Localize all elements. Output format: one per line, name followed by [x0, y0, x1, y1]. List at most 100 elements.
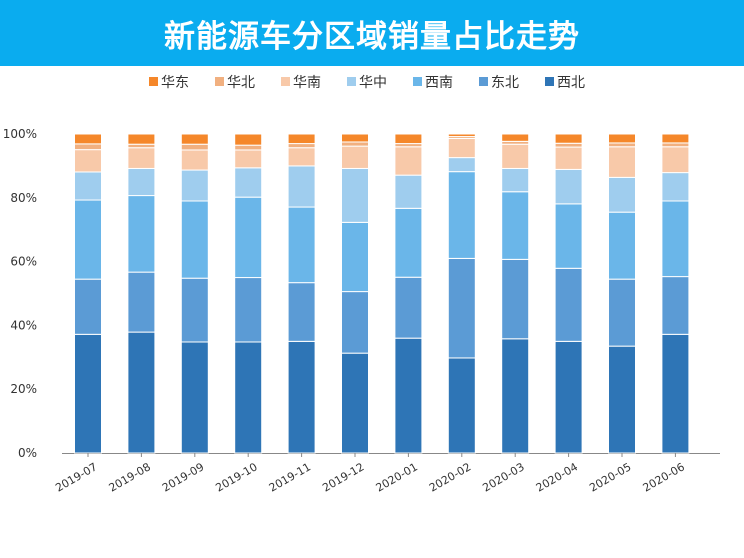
bar-segment-西南-2020-03 — [501, 191, 530, 260]
legend-label-华北: 华北 — [227, 75, 255, 91]
x-tick-label: 2020-04 — [534, 460, 580, 494]
y-tick-label: 0% — [18, 446, 37, 460]
bar-segment-东北-2020-05 — [608, 278, 636, 347]
bar-segment-东北-2019-07 — [74, 278, 102, 335]
bar-segment-东北-2020-01 — [394, 276, 423, 339]
bar-segment-华中-2019-08 — [127, 167, 156, 197]
x-tick-label: 2019-12 — [320, 460, 366, 494]
bar-segment-华东-2020-03 — [501, 133, 530, 142]
bar-segment-华南-2020-04 — [554, 146, 583, 170]
y-tick-label: 100% — [3, 127, 37, 141]
bar-segment-华南-2020-02 — [447, 137, 476, 159]
x-tick-label: 2019-07 — [53, 460, 99, 494]
x-tick-label: 2019-09 — [160, 460, 206, 494]
bar-segment-西南-2019-11 — [287, 206, 316, 284]
legend-label-华南: 华南 — [293, 75, 321, 91]
bar-segment-西北-2019-08 — [127, 331, 156, 454]
bar-segment-华东-2019-10 — [234, 133, 263, 146]
y-tick-label: 60% — [10, 255, 37, 269]
x-tick-label: 2020-06 — [641, 460, 687, 494]
x-tick-label: 2019-08 — [107, 460, 153, 494]
bar-segment-华北-2019-10 — [234, 144, 263, 151]
bar-segment-西北-2020-03 — [501, 338, 530, 454]
x-tick-label: 2020-03 — [480, 460, 526, 494]
bar-segment-华北-2020-04 — [554, 142, 583, 148]
legend-label-东北: 东北 — [491, 75, 519, 91]
bar-segment-华中-2019-12 — [341, 167, 369, 223]
bar-segment-东北-2019-12 — [341, 291, 369, 354]
bar-segment-西南-2019-12 — [341, 221, 369, 293]
bar-segment-华北-2020-06 — [661, 142, 690, 148]
bar-segment-华中-2019-11 — [287, 165, 316, 208]
bar-segment-华东-2020-06 — [661, 133, 690, 144]
bar-segment-西北-2020-06 — [661, 333, 690, 454]
bar-segment-东北-2019-10 — [234, 277, 263, 343]
bar-segment-西北-2019-10 — [234, 341, 263, 454]
chart-title: 新能源车分区域销量占比走势 — [164, 18, 580, 55]
x-tick-label: 2020-05 — [587, 460, 633, 494]
bar-segment-华南-2020-05 — [608, 146, 636, 178]
bar-segment-东北-2020-02 — [447, 257, 476, 359]
bar-segment-西南-2020-05 — [608, 211, 636, 280]
bar-segment-西南-2019-08 — [127, 195, 156, 273]
legend-swatch-西南 — [413, 77, 422, 86]
bar-segment-华东-2019-11 — [287, 133, 316, 145]
bar-segment-华中-2020-05 — [608, 176, 636, 213]
y-tick-label: 20% — [10, 382, 37, 396]
bar-segment-东北-2019-11 — [287, 282, 316, 342]
bar-segment-华东-2019-07 — [74, 133, 102, 145]
bar-segment-华北-2019-08 — [127, 143, 156, 149]
bar-segment-华中-2020-06 — [661, 172, 690, 202]
legend-swatch-华南 — [281, 77, 290, 86]
bar-segment-西北-2019-12 — [341, 352, 369, 454]
bar-segment-东北-2020-03 — [501, 258, 530, 340]
x-tick-label: 2019-10 — [213, 460, 259, 494]
bar-segment-华北-2019-11 — [287, 143, 316, 149]
x-tick-label: 2020-02 — [427, 460, 473, 494]
bar-segment-西北-2019-07 — [74, 333, 102, 454]
bar-segment-西南-2019-09 — [180, 200, 209, 279]
bar-segment-华北-2019-09 — [180, 143, 209, 151]
bar-segment-华北-2020-05 — [608, 142, 636, 148]
bar-segment-华北-2019-07 — [74, 143, 102, 151]
bar-segment-华南-2020-01 — [394, 146, 423, 176]
x-tick-label: 2019-11 — [267, 460, 313, 494]
legend-label-华东: 华东 — [161, 75, 189, 91]
legend-swatch-华中 — [347, 77, 356, 86]
bar-segment-华南-2020-06 — [661, 146, 690, 174]
bar-segment-东北-2019-09 — [180, 277, 209, 343]
bar-segment-华中-2019-07 — [74, 171, 102, 201]
bar-segment-华南-2019-12 — [341, 145, 369, 169]
y-tick-label: 80% — [10, 191, 37, 205]
legend-label-西南: 西南 — [425, 75, 453, 91]
bar-segment-华中-2019-09 — [180, 169, 209, 202]
bar-segment-西北-2020-01 — [394, 337, 423, 454]
bar-segment-华南-2019-08 — [127, 147, 156, 169]
bar-segment-西南-2020-01 — [394, 207, 423, 278]
bar-segment-西北-2020-04 — [554, 340, 583, 454]
bar-segment-西南-2020-06 — [661, 200, 690, 278]
bar-segment-西南-2020-02 — [447, 171, 476, 259]
bar-segment-华中-2019-10 — [234, 167, 263, 198]
bar-segment-华中-2020-02 — [447, 157, 476, 173]
bar-segment-华东-2019-12 — [341, 133, 369, 143]
bar-segment-华中-2020-03 — [501, 167, 530, 193]
bar-segment-华东-2019-08 — [127, 133, 156, 145]
bar-segment-华南-2019-09 — [180, 149, 209, 171]
legend-swatch-西北 — [545, 77, 554, 86]
legend-label-华中: 华中 — [359, 75, 387, 91]
bar-segment-华东-2020-05 — [608, 133, 636, 144]
bar-segment-华东-2020-02 — [447, 133, 476, 138]
bar-segment-西南-2019-07 — [74, 199, 102, 280]
stacked-bar-chart: 华东 华北 华南 华中 西南 东北 西北0%20%40%60%80%100%2019-07 2… — [3, 75, 720, 495]
bar-segment-西北-2020-05 — [608, 345, 636, 454]
legend-label-西北: 西北 — [557, 75, 585, 91]
legend-swatch-华北 — [215, 77, 224, 86]
bar-segment-华南-2020-03 — [501, 143, 530, 169]
bar-segment-华南-2019-07 — [74, 149, 102, 173]
legend-swatch-华东 — [149, 77, 158, 86]
legend-swatch-东北 — [479, 77, 488, 86]
bar-segment-华南-2019-11 — [287, 147, 316, 167]
y-tick-label: 40% — [10, 318, 37, 332]
bar-segment-东北-2019-08 — [127, 271, 156, 333]
